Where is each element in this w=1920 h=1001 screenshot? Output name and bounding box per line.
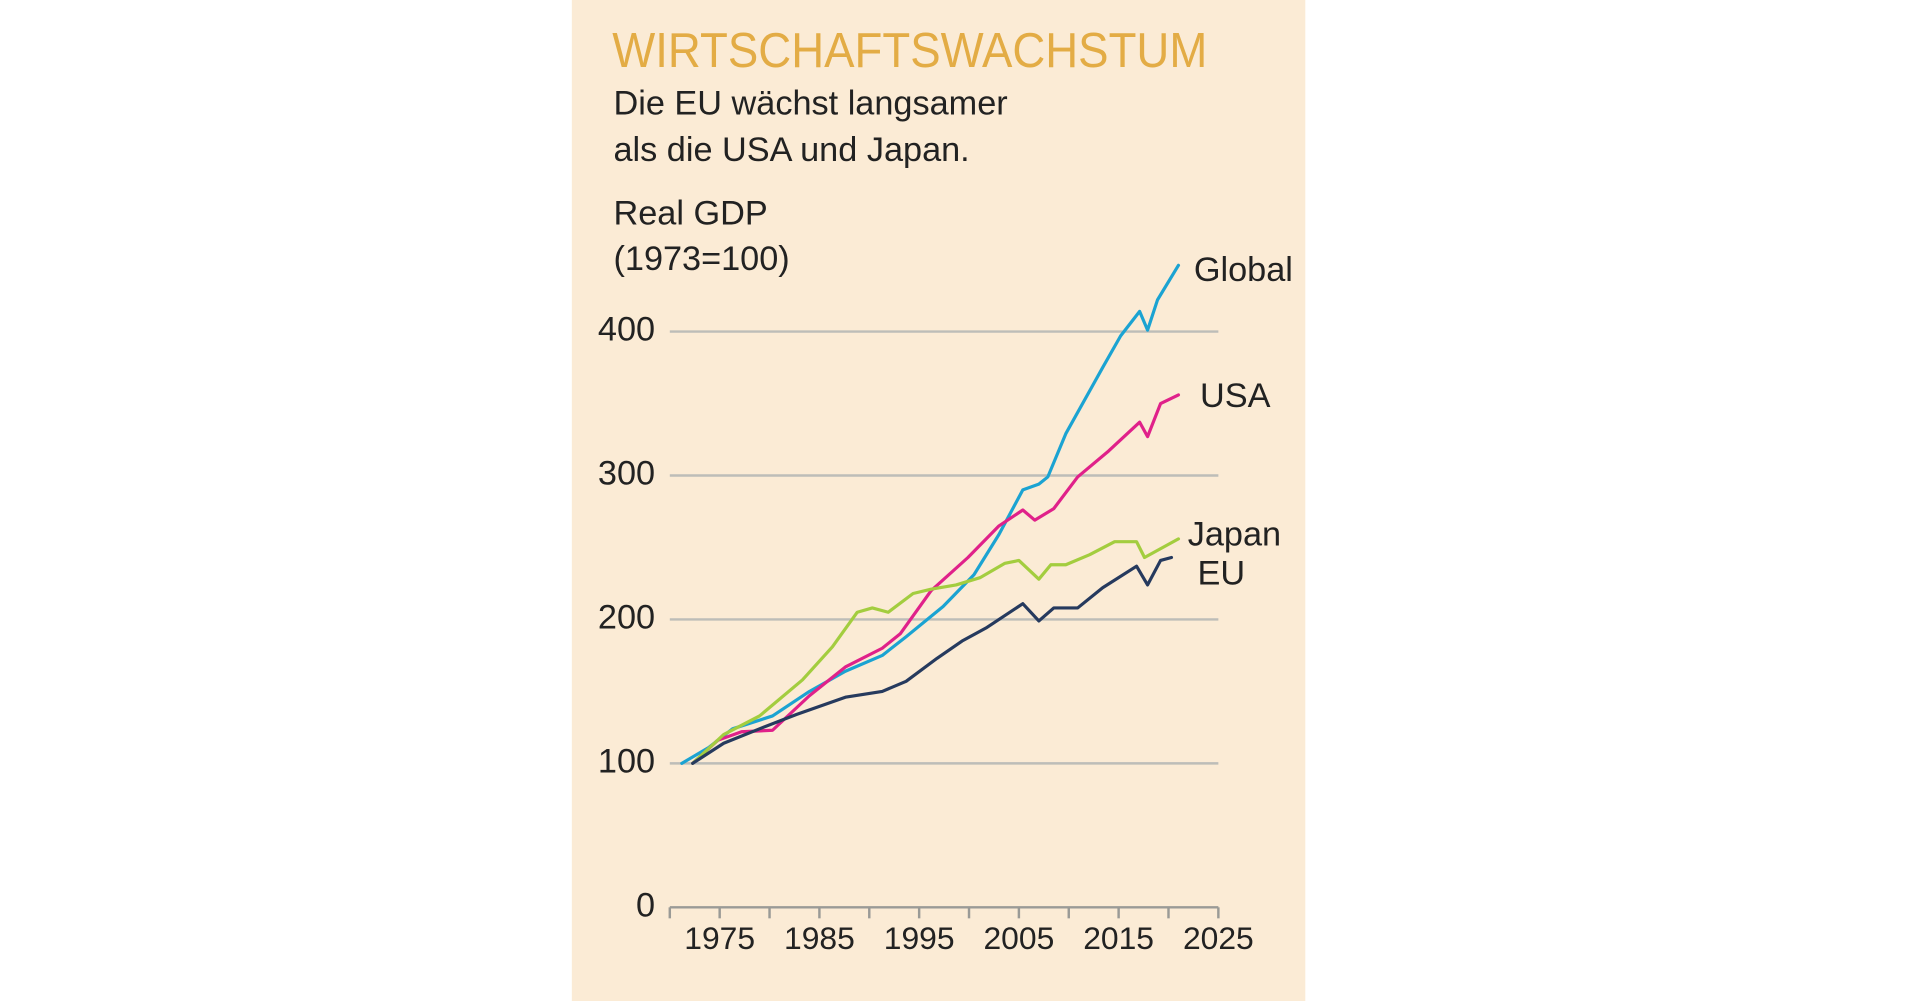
data-line: [680, 263, 1181, 765]
chart-subtitle: als die USA und Japan.: [613, 131, 969, 169]
x-tick-label: 1995: [884, 920, 955, 956]
legend-label: Japan: [1188, 515, 1281, 553]
legend-label: EU: [1198, 555, 1246, 593]
x-tick-label: 1975: [684, 920, 755, 956]
x-tick-label: 2005: [983, 920, 1054, 956]
legend-label: USA: [1200, 377, 1271, 415]
x-tick-label: 2025: [1183, 920, 1254, 956]
chart-title: WIRTSCHAFTSWACHSTUM: [612, 24, 1207, 78]
y-axis-label: (1973=100): [613, 240, 789, 278]
data-line: [691, 393, 1181, 765]
y-tick-label: 0: [636, 886, 655, 924]
y-tick-label: 200: [598, 599, 655, 637]
y-tick-label: 400: [598, 311, 655, 349]
y-axis-label: Real GDP: [613, 195, 767, 233]
chart-subtitle: Die EU wächst langsamer: [613, 84, 1007, 122]
x-tick-label: 1985: [784, 920, 855, 956]
y-tick-label: 300: [598, 455, 655, 493]
data-line: [691, 537, 1181, 765]
legend-label: Global: [1194, 251, 1293, 289]
data-line: [691, 555, 1174, 765]
x-tick-label: 2015: [1083, 920, 1154, 956]
y-tick-label: 100: [598, 742, 655, 780]
panel-background: [571, 0, 1306, 1001]
